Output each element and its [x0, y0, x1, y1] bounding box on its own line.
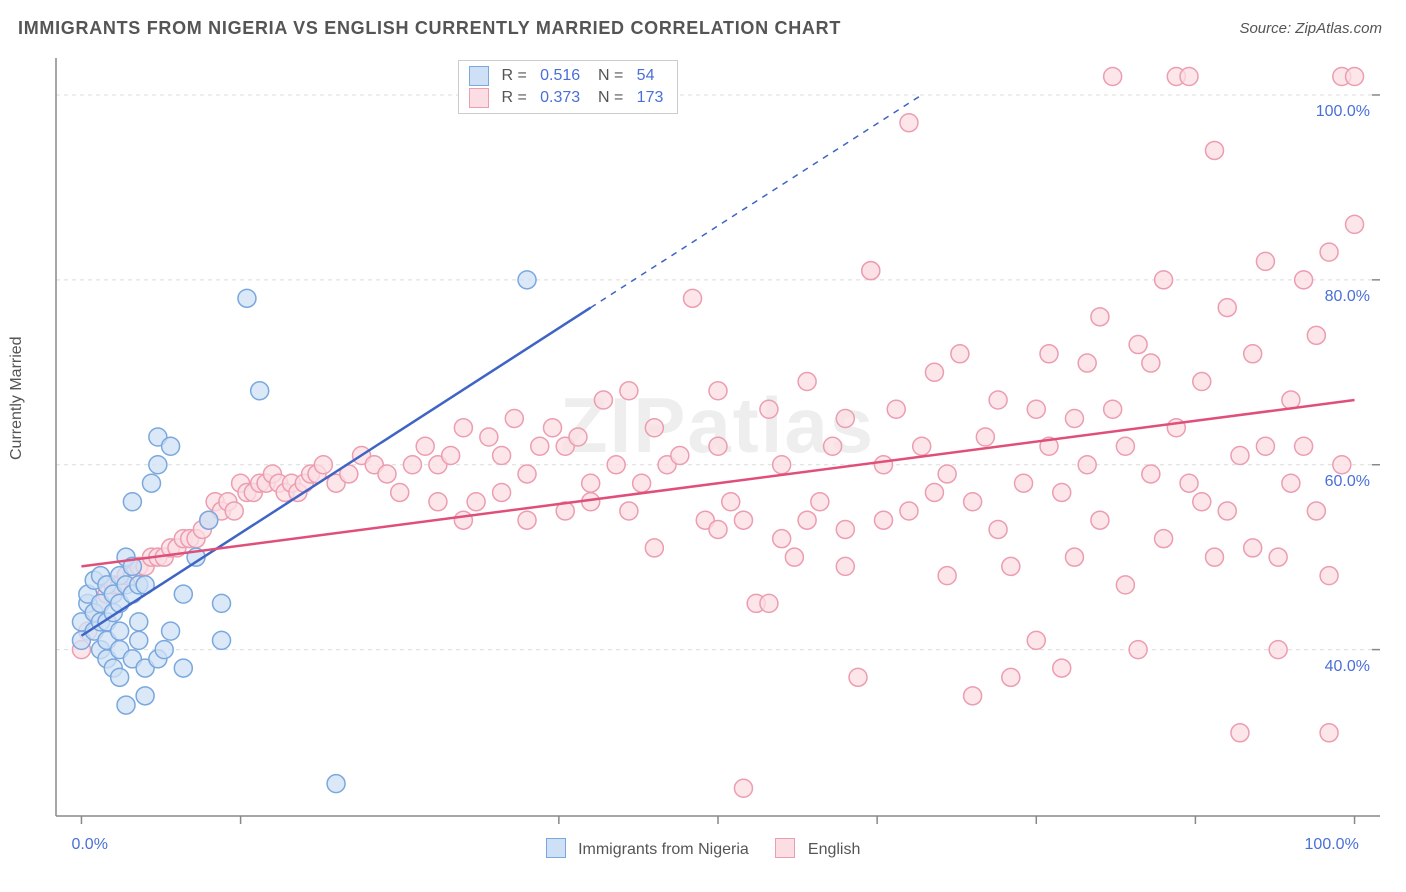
- legend-label-a: Immigrants from Nigeria: [578, 841, 749, 858]
- scatter-chart: [0, 0, 1406, 892]
- legend-stats-box: R = 0.516 N = 54 R = 0.373 N = 173: [458, 60, 678, 114]
- legend-label-b: English: [808, 841, 860, 858]
- bottom-legend: Immigrants from Nigeria English: [0, 838, 1406, 859]
- y-tick-label: 100.0%: [1310, 103, 1370, 121]
- legend-swatch-a-bottom: [546, 838, 566, 858]
- legend-swatch-a: [469, 66, 489, 86]
- legend-swatch-b-bottom: [775, 838, 795, 858]
- legend-swatch-b: [469, 88, 489, 108]
- legend-row-b: R = 0.373 N = 173: [469, 88, 663, 108]
- chart-container: IMMIGRANTS FROM NIGERIA VS ENGLISH CURRE…: [0, 0, 1406, 892]
- y-tick-label: 40.0%: [1310, 658, 1370, 676]
- y-tick-label: 80.0%: [1310, 288, 1370, 306]
- legend-row-a: R = 0.516 N = 54: [469, 66, 663, 86]
- y-tick-label: 60.0%: [1310, 473, 1370, 491]
